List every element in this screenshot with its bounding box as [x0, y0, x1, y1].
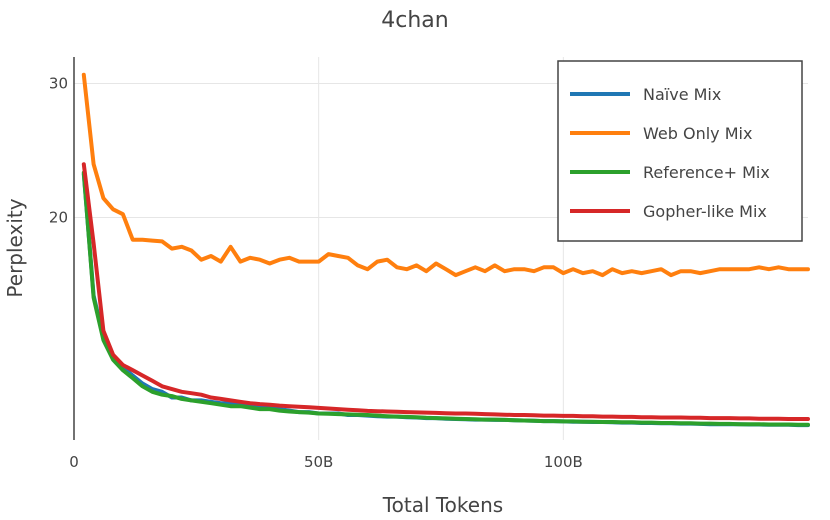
legend-label-na-ve-mix: Naïve Mix [643, 85, 721, 104]
x-tick-label: 100B [544, 453, 583, 471]
series-line-reference-mix [81, 170, 810, 427]
x-tick-label: 0 [69, 453, 79, 471]
legend: Naïve Mix Web Only Mix Reference+ Mix Gophe… [557, 60, 803, 242]
legend-label-reference-mix: Reference+ Mix [643, 163, 770, 182]
tick-layer: 0 50B 100B 20 30 [49, 74, 583, 471]
series-layer [81, 72, 810, 428]
series-line-web-only-mix [81, 72, 810, 278]
legend-label-web-only-mix: Web Only Mix [643, 124, 752, 143]
y-axis-label: Perplexity [3, 198, 27, 297]
series-line-gopher-like-mix [81, 162, 810, 421]
chart-title: 4chan [381, 8, 448, 33]
legend-label-gopher-like-mix: Gopher-like Mix [643, 202, 767, 221]
y-tick-label: 20 [49, 208, 68, 226]
x-axis-label: Total Tokens [382, 493, 503, 517]
y-tick-label: 30 [49, 74, 68, 92]
x-tick-label: 50B [304, 453, 333, 471]
